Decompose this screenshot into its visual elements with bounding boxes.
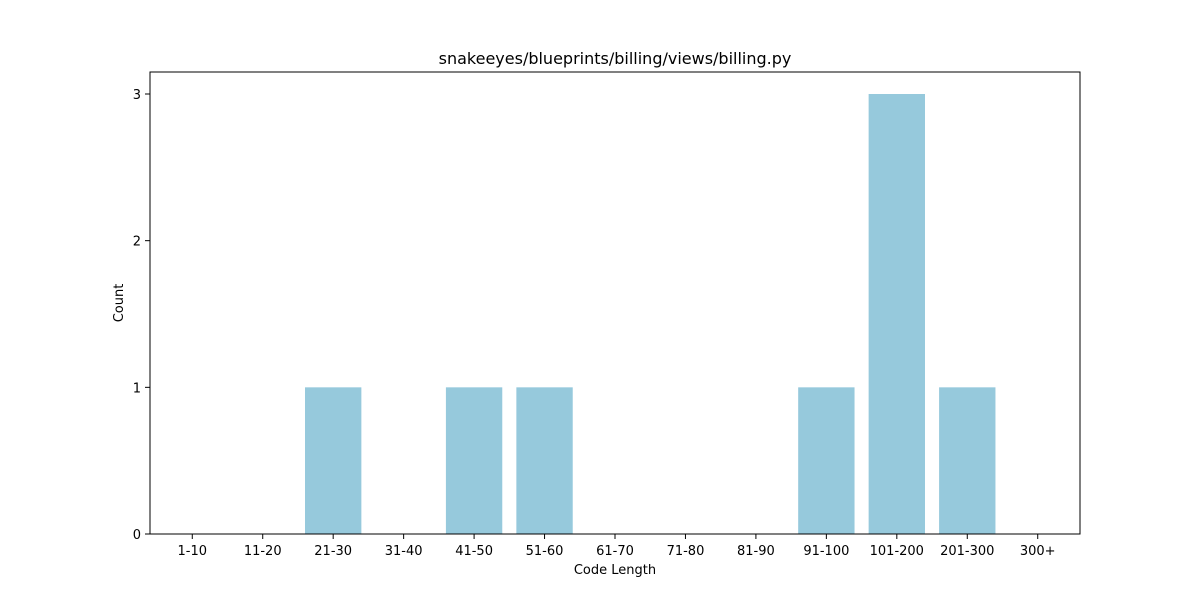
x-tick-label: 11-20 [244,544,282,559]
bars-group [305,94,996,534]
chart-title: snakeeyes/blueprints/billing/views/billi… [439,49,792,68]
x-tick-label: 61-70 [596,544,634,559]
y-axis-label: Count [112,284,127,323]
x-tick-label: 51-60 [526,544,564,559]
x-axis: 1-10 11-20 21-30 31-40 41-50 51-60 61-70 71-80 8… [178,534,1056,559]
y-tick-label: 3 [133,88,141,103]
bar-21-30 [305,387,362,534]
x-tick-label: 31-40 [385,544,423,559]
y-axis: 0 1 2 3 [133,88,150,543]
y-tick-label: 1 [133,381,141,396]
x-tick-label: 300+ [1020,544,1056,559]
x-tick-label: 1-10 [178,544,208,559]
bar-201-300 [939,387,996,534]
bar-101-200 [868,94,925,534]
bar-51-60 [516,387,573,534]
bar-91-100 [798,387,855,534]
bar-41-50 [445,387,503,534]
x-tick-label: 41-50 [455,544,493,559]
x-tick-label: 71-80 [667,544,705,559]
x-tick-label: 91-100 [803,544,849,559]
x-tick-label: 21-30 [314,544,352,559]
y-tick-label: 2 [133,235,141,250]
x-tick-label: 201-300 [940,544,994,559]
y-tick-label: 0 [133,528,141,543]
x-axis-label: Code Length [574,563,656,578]
x-tick-label: 101-200 [870,544,924,559]
x-tick-label: 81-90 [737,544,775,559]
